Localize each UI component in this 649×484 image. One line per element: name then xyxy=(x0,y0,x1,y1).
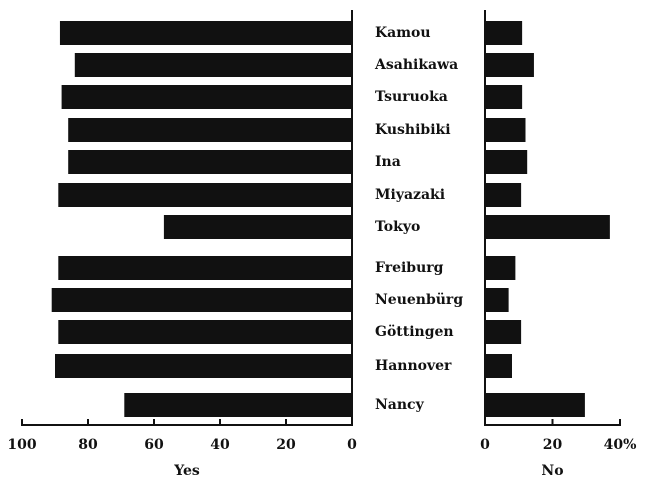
bar xyxy=(485,53,534,77)
bar xyxy=(485,256,516,280)
bar xyxy=(68,150,352,174)
category-label: Hannover xyxy=(375,358,452,374)
x-tick-label: 0 xyxy=(480,437,490,453)
x-axis-label: Yes xyxy=(173,463,200,479)
x-tick-label: 40% xyxy=(604,437,637,453)
bar xyxy=(51,288,352,312)
bar xyxy=(485,215,610,239)
category-label: Tsuruoka xyxy=(375,89,448,105)
x-tick-label: 60 xyxy=(144,437,164,453)
category-label: Kamou xyxy=(375,25,431,41)
bar xyxy=(59,21,352,45)
bar xyxy=(485,288,509,312)
bar xyxy=(485,118,526,142)
bar xyxy=(485,150,528,174)
bar xyxy=(58,183,353,207)
x-tick-label: 20 xyxy=(543,437,563,453)
bar xyxy=(74,53,353,77)
category-label: Freiburg xyxy=(375,260,444,276)
bar xyxy=(485,320,522,344)
bar xyxy=(61,85,352,109)
bar xyxy=(68,118,352,142)
bar xyxy=(58,320,353,344)
category-label: Kushibiki xyxy=(375,122,451,138)
bar xyxy=(58,256,353,280)
category-label: Miyazaki xyxy=(375,187,445,203)
x-tick-label: 100 xyxy=(7,437,36,453)
bar xyxy=(124,393,352,417)
bar xyxy=(485,85,523,109)
x-tick-label: 80 xyxy=(78,437,98,453)
bar xyxy=(485,21,523,45)
bar xyxy=(485,354,512,378)
category-label: Ina xyxy=(375,154,401,170)
x-axis-label: No xyxy=(541,463,563,479)
bar xyxy=(485,183,522,207)
bar xyxy=(163,215,352,239)
x-tick-label: 0 xyxy=(347,437,357,453)
bar xyxy=(55,354,352,378)
category-label: Göttingen xyxy=(375,324,454,340)
x-tick-label: 20 xyxy=(276,437,296,453)
category-label: Asahikawa xyxy=(374,57,458,73)
category-label: Neuenbürg xyxy=(375,292,463,308)
category-label: Tokyo xyxy=(375,219,420,235)
bar xyxy=(485,393,585,417)
category-label: Nancy xyxy=(375,397,425,413)
x-tick-label: 40 xyxy=(210,437,230,453)
